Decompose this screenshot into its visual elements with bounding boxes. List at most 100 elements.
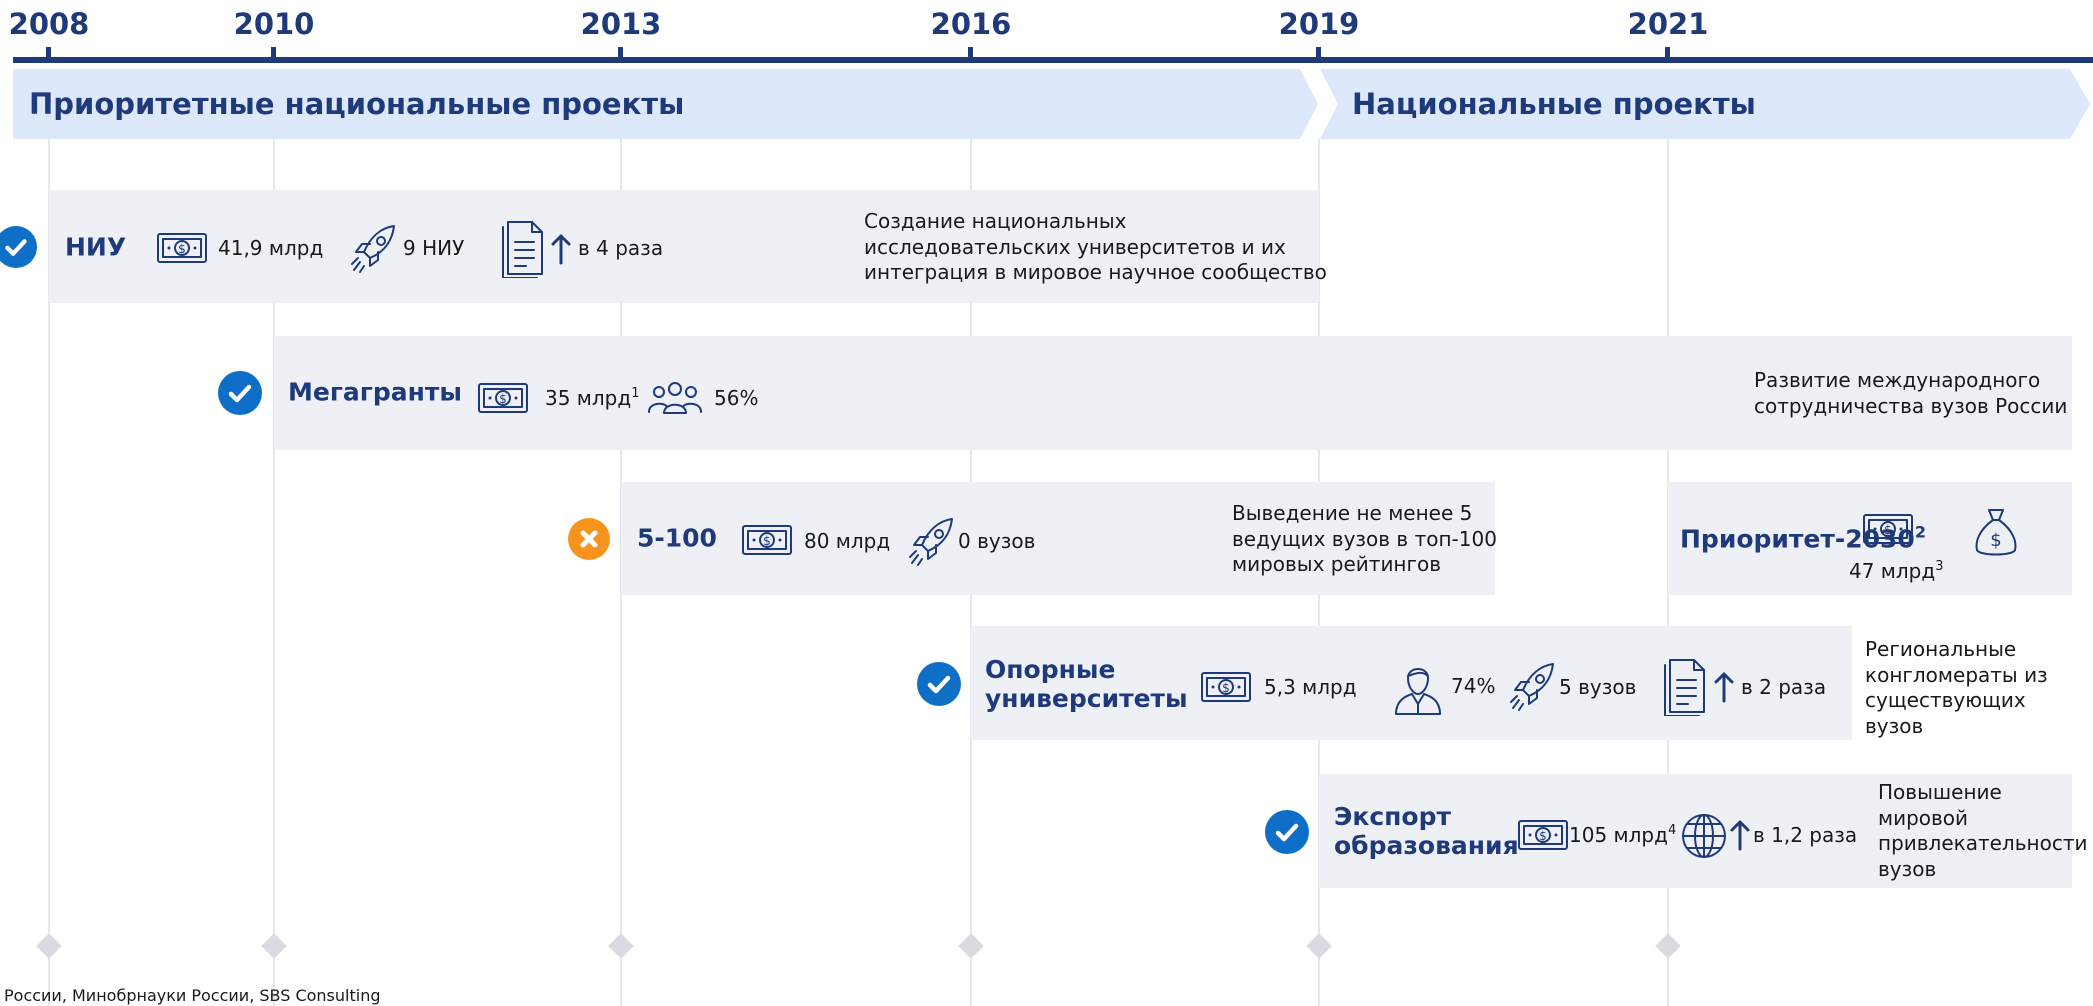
year: 2010 — [233, 7, 315, 41]
year: 2013 — [580, 7, 662, 41]
status-ok — [1265, 810, 1309, 854]
description: Развитие международного сотрудничества в… — [1754, 368, 2067, 419]
description-line: вузов — [1878, 856, 1937, 881]
diamond — [608, 933, 634, 959]
description-line: интеграция в мировое научное сообщество — [864, 260, 1327, 284]
globe-icon — [1679, 812, 1729, 864]
diamond — [1306, 933, 1332, 959]
metric: в 4 раза — [578, 236, 664, 260]
metric: 56% — [714, 386, 759, 410]
document-icon — [1662, 656, 1710, 720]
money-bag-icon: $ — [1973, 506, 2019, 562]
project-name: Экспорт образования — [1334, 802, 1519, 860]
description-line: конгломераты из — [1865, 662, 2048, 687]
year: 2019 — [1278, 7, 1360, 41]
project-bar — [49, 190, 1319, 303]
metric: 105 млрд4 — [1569, 823, 1676, 847]
description-line: Создание национальных — [864, 209, 1127, 233]
svg-text:$: $ — [1222, 681, 1230, 695]
footnote: 2 — [1914, 522, 1926, 542]
project-bar — [621, 482, 1495, 595]
metric: 47 млрд3 — [1849, 559, 1943, 583]
metric: 41,9 млрд — [218, 236, 324, 260]
description-line: исследовательских университетов и их — [864, 234, 1286, 259]
description-line: Выведение не менее 5 — [1232, 501, 1473, 525]
metric-text: 35 млрд — [545, 386, 632, 410]
description: Выведение не менее 5 ведущих вузов в топ… — [1232, 501, 1497, 578]
metric-text: 47 млрд — [1849, 559, 1936, 583]
project-name: Мегагранты — [288, 377, 462, 407]
axis — [13, 47, 2093, 139]
metric: 9 НИУ — [403, 236, 465, 260]
description-line: сотрудничества вузов России — [1754, 393, 2068, 418]
description-line: существующих — [1865, 688, 2026, 712]
svg-text:$: $ — [1990, 530, 2001, 551]
description-line: ведущих вузов в топ-100 — [1232, 526, 1497, 551]
metric: 74% — [1451, 674, 1496, 698]
guide-line — [273, 139, 275, 1006]
description-line: Повышение — [1878, 780, 2002, 804]
description: Региональные конгломераты из существующи… — [1865, 637, 2048, 739]
svg-text:$: $ — [499, 392, 507, 406]
diamond — [36, 933, 62, 959]
year: 2021 — [1627, 7, 1709, 41]
money-icon: $ — [477, 381, 529, 419]
metric: в 1,2 раза — [1753, 823, 1858, 847]
metric: 5,3 млрд — [1264, 675, 1357, 699]
status-ok — [917, 662, 961, 706]
description-line: Развитие международного — [1754, 368, 2041, 392]
metric: 5 вузов — [1559, 675, 1637, 699]
description: Повышение мировой привлекательности вузо… — [1878, 780, 2087, 882]
svg-text:$: $ — [763, 534, 771, 548]
project-name: НИУ — [65, 232, 127, 262]
description-line: привлекательности — [1878, 831, 2088, 855]
status-ok — [0, 226, 37, 268]
description-line: вузов — [1865, 713, 1924, 738]
arrow-up — [1730, 819, 1750, 855]
rocket-icon — [1509, 660, 1557, 716]
rocket-icon — [350, 222, 398, 278]
description-line: Региональные — [1865, 637, 2017, 661]
money-icon: $ — [1517, 818, 1569, 856]
description: Создание национальных исследовательских … — [864, 209, 1327, 286]
money-icon: $ — [741, 523, 793, 561]
money-icon: $ — [1200, 670, 1252, 708]
diamond — [958, 933, 984, 959]
money-icon: $ — [156, 231, 208, 269]
metric: в 2 раза — [1741, 675, 1827, 699]
description-line: мировой — [1878, 805, 1969, 830]
phase-title: Приоритетные национальные проекты — [29, 87, 685, 121]
status-fail — [568, 518, 610, 560]
document-icon — [500, 218, 548, 282]
project-name: 5-100 — [637, 523, 717, 553]
phase-title: Национальные проекты — [1352, 87, 1756, 121]
description-line: мировых рейтингов — [1232, 552, 1442, 576]
guide-line — [48, 139, 50, 1006]
year: 2008 — [8, 7, 90, 41]
project-bar — [274, 336, 2072, 450]
source: России, Минобрнауки России, SBS Consulti… — [4, 986, 381, 1005]
arrow-up — [1714, 671, 1734, 707]
metric-text: 105 млрд — [1569, 823, 1668, 847]
project-name: Опорные университеты — [985, 655, 1188, 713]
footnote: 3 — [1935, 559, 1944, 574]
people-icon — [647, 380, 703, 420]
person-icon — [1392, 660, 1444, 720]
metric: 35 млрд1 — [545, 386, 639, 410]
status-ok — [218, 371, 262, 415]
arrow-up — [551, 233, 571, 269]
year: 2016 — [930, 7, 1012, 41]
project-name: Приоритет-20302 — [1680, 524, 1926, 554]
metric: 80 млрд — [804, 529, 891, 553]
svg-text:$: $ — [178, 242, 186, 256]
money-icon: $ — [1862, 512, 1914, 550]
project-bar — [971, 626, 1852, 740]
svg-text:$: $ — [1539, 829, 1547, 843]
diamond — [261, 933, 287, 959]
metric: 0 вузов — [958, 529, 1036, 553]
footnote: 4 — [1667, 823, 1677, 838]
rocket-icon — [908, 515, 956, 571]
svg-text:$: $ — [1884, 523, 1892, 537]
footnote: 1 — [631, 386, 640, 401]
